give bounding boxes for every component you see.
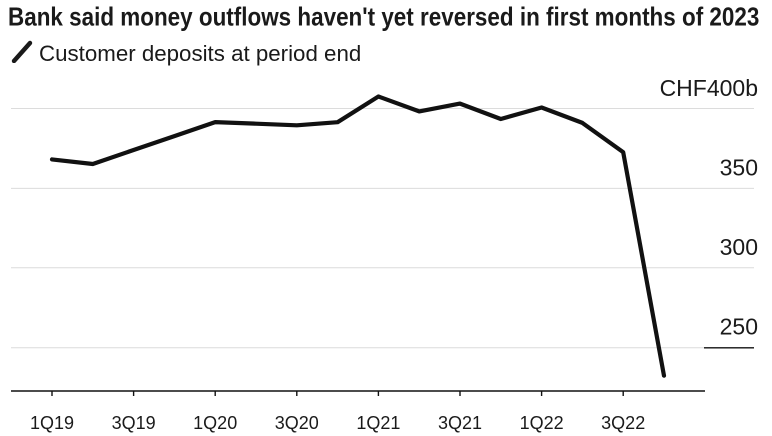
svg-text:3Q19: 3Q19 — [112, 413, 156, 433]
svg-text:CHF400b: CHF400b — [660, 75, 758, 101]
svg-text:1Q20: 1Q20 — [193, 413, 237, 433]
svg-text:3Q21: 3Q21 — [438, 413, 482, 433]
svg-text:350: 350 — [720, 155, 758, 181]
svg-text:1Q21: 1Q21 — [356, 413, 400, 433]
svg-text:3Q20: 3Q20 — [275, 413, 319, 433]
svg-text:1Q22: 1Q22 — [520, 413, 564, 433]
svg-text:3Q22: 3Q22 — [601, 413, 645, 433]
svg-text:300: 300 — [720, 234, 758, 260]
svg-text:1Q19: 1Q19 — [30, 413, 74, 433]
svg-text:250: 250 — [720, 314, 758, 340]
